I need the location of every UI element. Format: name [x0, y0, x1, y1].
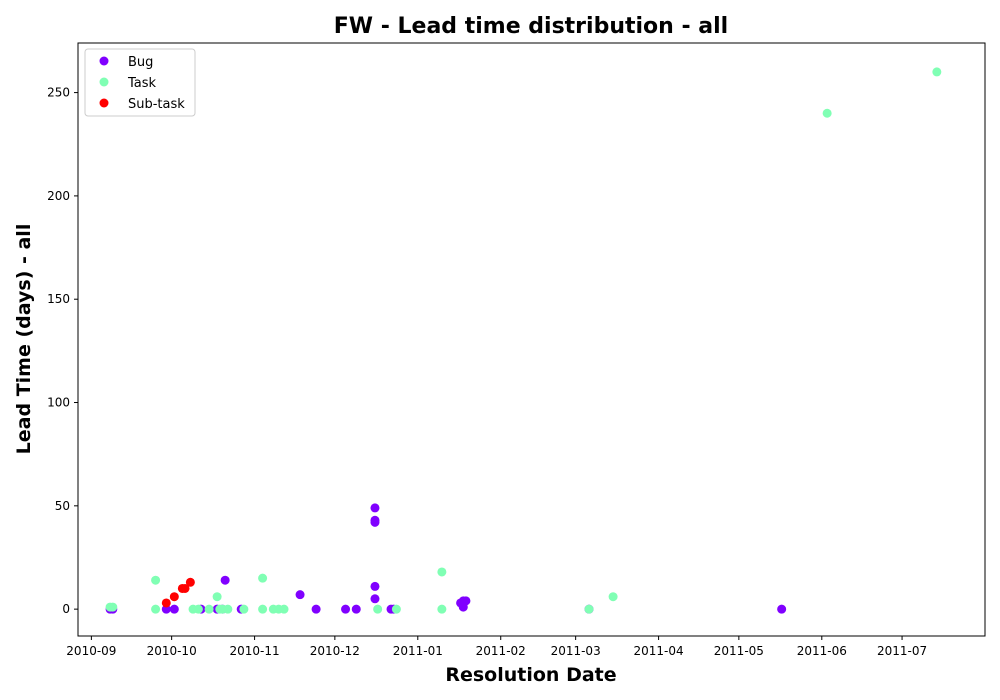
data-point — [258, 573, 268, 583]
data-point — [351, 604, 361, 614]
data-point — [180, 583, 190, 593]
data-point — [608, 592, 618, 602]
data-point — [370, 594, 380, 604]
data-point — [204, 604, 214, 614]
data-point — [370, 503, 380, 513]
x-tick-label: 2010-12 — [310, 644, 360, 658]
chart-title: FW - Lead time distribution - all — [334, 14, 728, 39]
x-tick-label: 2011-02 — [476, 644, 526, 658]
data-point — [311, 604, 321, 614]
x-tick-label: 2011-06 — [797, 644, 847, 658]
y-tick-label: 200 — [47, 189, 70, 203]
data-point — [239, 604, 249, 614]
series-task — [105, 67, 942, 614]
data-point — [370, 517, 380, 527]
data-point — [822, 108, 832, 118]
data-point — [295, 590, 305, 600]
data-point — [932, 67, 942, 77]
x-tick-label: 2011-04 — [634, 644, 684, 658]
legend-frame — [84, 48, 196, 117]
legend-label: Task — [127, 76, 157, 91]
y-tick-label: 150 — [47, 292, 70, 306]
data-point — [193, 604, 203, 614]
data-point — [437, 567, 447, 577]
data-point — [161, 604, 171, 614]
data-point — [437, 604, 447, 614]
data-point — [108, 602, 118, 612]
data-point — [584, 604, 594, 614]
data-point — [777, 604, 787, 614]
legend-marker — [99, 98, 109, 108]
y-axis-label: Lead Time (days) - all — [13, 224, 35, 455]
y-tick-label: 100 — [47, 396, 70, 410]
x-tick-label: 2011-05 — [714, 644, 764, 658]
y-tick-label: 50 — [55, 499, 70, 513]
x-tick-label: 2010-10 — [147, 644, 197, 658]
legend-marker — [99, 77, 109, 87]
data-point — [370, 581, 380, 591]
data-point — [373, 604, 383, 614]
data-point — [258, 604, 268, 614]
x-tick-label: 2011-03 — [551, 644, 601, 658]
plot-frame — [77, 42, 986, 637]
series-sub-task — [161, 577, 195, 608]
y-tick-label: 250 — [47, 86, 70, 100]
x-axis-label: Resolution Date — [445, 664, 616, 686]
x-tick-label: 2010-09 — [66, 644, 116, 658]
data-point — [341, 604, 351, 614]
legend: Bug Task Sub-task — [84, 48, 196, 117]
data-point — [212, 592, 222, 602]
data-point — [185, 577, 195, 587]
legend-marker — [99, 56, 109, 66]
data-point — [461, 596, 471, 606]
data-point — [161, 598, 171, 608]
data-point — [169, 592, 179, 602]
legend-label: Sub-task — [128, 97, 185, 112]
plot-area: 2010-09 2010-10 2010-11 2010-12 2011-01 2011-… — [47, 42, 986, 658]
data-point — [279, 604, 289, 614]
x-tick-label: 2010-11 — [230, 644, 280, 658]
data-point — [151, 604, 161, 614]
data-point — [391, 604, 401, 614]
x-tick-label: 2011-07 — [877, 644, 927, 658]
data-point — [151, 575, 161, 585]
x-tick-label: 2011-01 — [393, 644, 443, 658]
data-point — [169, 604, 179, 614]
y-tick-label: 0 — [62, 602, 70, 616]
data-point — [223, 604, 233, 614]
data-point — [220, 575, 230, 585]
legend-label: Bug — [128, 55, 153, 70]
